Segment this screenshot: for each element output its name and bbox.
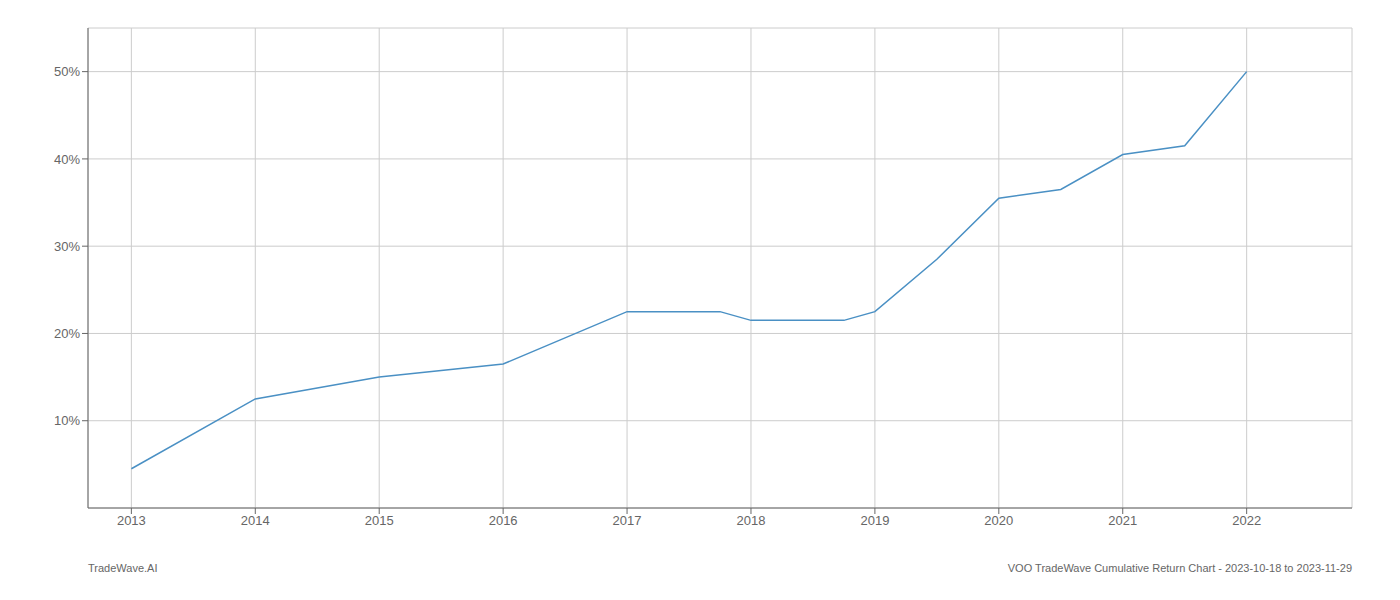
svg-text:30%: 30%	[54, 239, 80, 254]
svg-text:2019: 2019	[860, 513, 889, 528]
svg-text:2022: 2022	[1232, 513, 1261, 528]
svg-text:50%: 50%	[54, 64, 80, 79]
svg-text:2021: 2021	[1108, 513, 1137, 528]
svg-text:2015: 2015	[365, 513, 394, 528]
html-text:VOO TradeWave Cumulative Retur: VOO TradeWave Cumulative Return Chart - …	[1007, 562, 1352, 574]
svg-text:40%: 40%	[54, 152, 80, 167]
html-text:TradeWave.AI: TradeWave.AI	[88, 562, 158, 574]
svg-text:2020: 2020	[984, 513, 1013, 528]
svg-text:2017: 2017	[613, 513, 642, 528]
svg-text:2018: 2018	[737, 513, 766, 528]
svg-text:2014: 2014	[241, 513, 270, 528]
svg-text:2016: 2016	[489, 513, 518, 528]
svg-text:20%: 20%	[54, 326, 80, 341]
svg-text:2013: 2013	[117, 513, 146, 528]
svg-text:10%: 10%	[54, 413, 80, 428]
